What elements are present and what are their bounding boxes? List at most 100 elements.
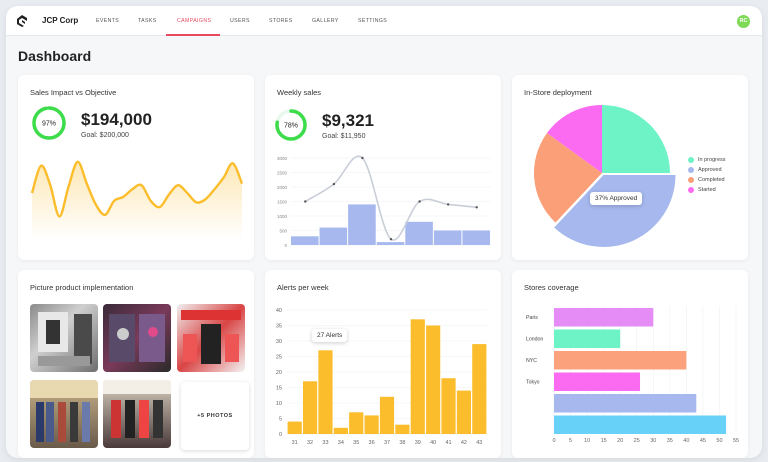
legend-label: Started [698, 187, 716, 193]
coverage-bar[interactable] [554, 351, 687, 370]
pie-slice[interactable] [546, 105, 602, 173]
more-photos-button[interactable]: +5 PHOTOS [181, 382, 249, 450]
coverage-bar[interactable] [554, 415, 727, 435]
sales-goal: Goal: $200,000 [81, 132, 129, 139]
y-tick-label: 2500 [277, 171, 288, 176]
y-tick-label: 40 [276, 308, 282, 314]
weekly-sales-card: Weekly sales 78% $9,321 Goal: $11,950 30… [265, 75, 501, 260]
y-category-label: Paris [526, 315, 538, 321]
alert-bar[interactable] [318, 350, 333, 434]
card-title: Sales Impact vs Objective [30, 88, 117, 97]
top-navbar: JCP Corp EVENTS TASKS CAMPAIGNS USERS ST… [6, 6, 762, 36]
nav-events[interactable]: EVENTS [96, 18, 120, 24]
y-tick-label: 25 [276, 355, 282, 361]
y-tick-label: 500 [279, 229, 287, 234]
x-tick-label: 43 [476, 440, 482, 446]
weekly-bar [376, 242, 405, 245]
y-tick-label: 15 [276, 386, 282, 392]
legend-item: Completed [688, 177, 726, 183]
alert-bar[interactable] [333, 427, 348, 434]
coverage-bar[interactable] [554, 329, 621, 349]
alert-bar[interactable] [441, 378, 456, 434]
pie-legend: In progress Approved Completed Started [688, 157, 726, 197]
y-tick-label: 1500 [277, 200, 288, 205]
product-photo[interactable] [30, 304, 98, 372]
alert-bar[interactable] [364, 415, 379, 434]
legend-label: In progress [698, 157, 726, 163]
x-tick-label: 41 [445, 440, 451, 446]
photo-shop-interior-icon [103, 380, 171, 438]
pie-slice[interactable] [534, 133, 602, 223]
user-avatar[interactable]: RC [737, 15, 750, 28]
weekly-value: $9,321 [322, 111, 374, 130]
deployment-card: In-Store deployment 37% Approved In prog… [512, 75, 748, 260]
x-tick-label: 50 [716, 438, 722, 444]
x-tick-label: 20 [617, 438, 623, 444]
alert-bar[interactable] [426, 325, 441, 435]
sales-line-chart [30, 160, 244, 240]
alerts-card: Alerts per week 0 5 10 15 20 25 30 35 40 31 32 33 34… [265, 270, 501, 458]
x-tick-label: 36 [369, 440, 375, 446]
card-title: Weekly sales [277, 88, 322, 97]
weekly-bar [405, 221, 433, 245]
alert-bar[interactable] [456, 390, 472, 434]
x-tick-label: 10 [584, 438, 590, 444]
weekly-trend-line [304, 155, 477, 241]
x-tick-label: 55 [733, 438, 739, 444]
x-tick-label: 42 [461, 440, 467, 446]
product-photo[interactable] [103, 380, 171, 448]
coverage-bar[interactable] [554, 394, 697, 413]
page-title: Dashboard [18, 48, 92, 64]
pie-slice[interactable] [602, 105, 670, 173]
product-photo[interactable] [103, 304, 171, 372]
nav-tasks[interactable]: TASKS [138, 18, 157, 24]
nav-campaigns[interactable]: CAMPAIGNS [177, 18, 212, 24]
nav-users[interactable]: USERS [230, 18, 250, 24]
sales-value: $194,000 [81, 110, 152, 129]
y-category-label: Tokyo [526, 379, 540, 385]
photo-clothing-rack-icon [30, 380, 98, 442]
x-tick-label: 34 [338, 440, 344, 446]
alert-bar[interactable] [349, 412, 364, 434]
card-title: Stores coverage [524, 283, 579, 292]
nav-stores[interactable]: STORES [269, 18, 293, 24]
coverage-bar[interactable] [554, 372, 641, 392]
coverage-card: Stores coverage 0 5 10 15 20 25 30 35 40 45 50 55 Pa… [512, 270, 748, 458]
x-tick-label: 25 [634, 438, 640, 444]
trend-point [304, 200, 307, 203]
alert-bar[interactable] [302, 381, 318, 434]
pictures-card: Picture product implementation +5 PHOTOS [18, 270, 254, 458]
trend-point [446, 203, 450, 206]
x-tick-label: 32 [307, 440, 313, 446]
y-category-label: NYC [526, 358, 537, 364]
x-tick-label: 33 [322, 440, 328, 446]
photo-display-icon [181, 310, 241, 364]
alerts-tooltip: 27 Alerts [312, 329, 348, 342]
coverage-bar[interactable] [554, 308, 654, 327]
alert-bar[interactable] [395, 424, 410, 434]
weekly-bar [462, 230, 490, 245]
x-tick-label: 40 [683, 438, 689, 444]
alert-bar[interactable] [379, 396, 395, 434]
x-tick-label: 45 [700, 438, 706, 444]
deployment-pie-chart [534, 105, 676, 247]
alert-bar[interactable] [472, 344, 487, 434]
sales-area-fill [32, 161, 242, 240]
y-tick-label: 30 [276, 339, 282, 345]
alert-bar[interactable] [287, 421, 302, 434]
trend-point [475, 206, 478, 209]
x-tick-label: 35 [353, 440, 359, 446]
photo-window-icon [109, 314, 165, 362]
alert-bar[interactable] [410, 319, 425, 434]
legend-swatch [688, 177, 694, 183]
legend-item: In progress [688, 157, 726, 163]
product-photo[interactable] [30, 380, 98, 448]
nav-settings[interactable]: SETTINGS [358, 18, 388, 24]
alerts-bar-chart: 0 5 10 15 20 25 30 35 40 31 32 33 34 35 36 37 38 39 40 41 42… [276, 308, 487, 446]
nav-gallery[interactable]: GALLERY [312, 18, 339, 24]
product-photo[interactable] [177, 304, 245, 372]
sales-percent-label: 97% [42, 121, 56, 128]
pie-slice[interactable] [554, 175, 676, 247]
x-tick-label: 31 [292, 440, 298, 446]
x-tick-label: 0 [552, 438, 555, 444]
